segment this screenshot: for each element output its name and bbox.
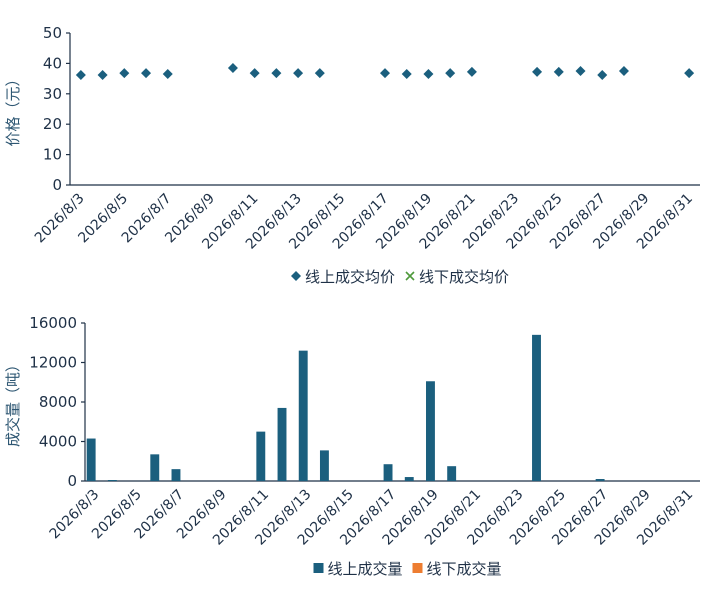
legend-label: 线下成交均价 <box>419 268 509 286</box>
y-tick-label: 30 <box>43 85 62 103</box>
y-tick-label: 10 <box>43 146 62 164</box>
legend-swatch <box>313 563 324 573</box>
bar <box>256 431 266 481</box>
point <box>553 66 564 77</box>
bar <box>86 438 96 481</box>
y-axis-title: 价格（元） <box>4 71 22 146</box>
point <box>227 62 238 73</box>
point <box>162 69 173 80</box>
bar <box>277 407 287 481</box>
y-tick-label: 40 <box>43 54 62 72</box>
point <box>575 66 586 76</box>
point <box>271 68 282 79</box>
y-tick-label: 0 <box>67 472 77 490</box>
y-axis-title: 成交量（吨） <box>4 357 22 447</box>
point <box>684 68 695 79</box>
bar <box>426 381 435 481</box>
bar <box>595 479 605 481</box>
point <box>597 69 608 80</box>
point <box>618 66 629 76</box>
bar <box>404 477 414 481</box>
point <box>401 69 412 80</box>
bar <box>150 454 160 481</box>
point <box>97 69 108 80</box>
point <box>445 68 456 79</box>
point <box>314 68 325 79</box>
bar <box>383 464 393 481</box>
legend-swatch <box>412 563 423 573</box>
legend-swatch <box>405 271 415 281</box>
y-tick-label: 12000 <box>29 354 77 372</box>
bar <box>532 334 541 481</box>
bar <box>171 469 181 481</box>
point <box>141 68 152 79</box>
y-tick-label: 16000 <box>29 314 77 332</box>
bar <box>298 350 308 481</box>
point <box>466 66 477 77</box>
point <box>293 68 304 79</box>
legend-swatch <box>291 271 301 281</box>
point <box>423 69 434 80</box>
bar <box>447 466 457 481</box>
point <box>249 68 260 79</box>
y-tick-label: 50 <box>43 24 62 42</box>
point <box>75 69 86 80</box>
point <box>119 68 130 79</box>
legend-label: 线下成交量 <box>427 560 502 578</box>
legend-label: 线上成交量 <box>328 560 403 578</box>
y-tick-label: 8000 <box>39 393 77 411</box>
legend-label: 线上成交均价 <box>305 268 395 286</box>
point <box>532 66 543 77</box>
y-tick-label: 4000 <box>39 433 77 451</box>
bar <box>319 450 329 481</box>
y-tick-label: 20 <box>43 115 62 133</box>
point <box>380 68 390 79</box>
y-tick-label: 0 <box>52 176 62 194</box>
bar <box>107 480 117 481</box>
